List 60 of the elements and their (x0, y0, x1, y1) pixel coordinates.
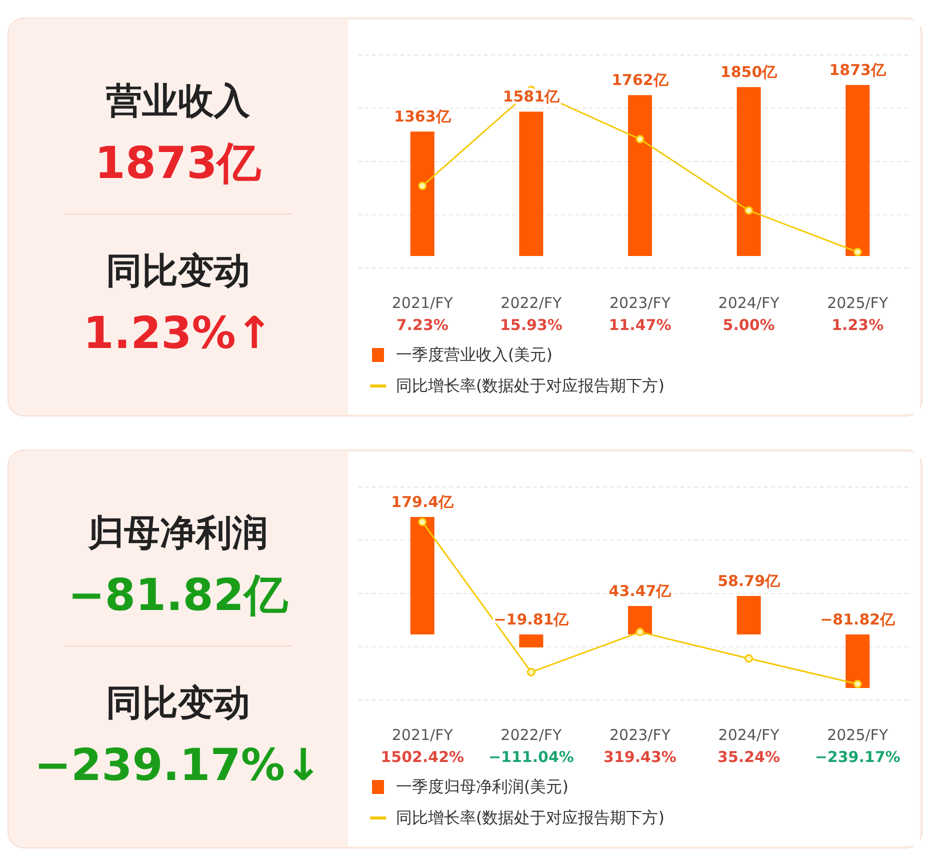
point (853, 248, 862, 256)
x-tick-label: 2023/FY (609, 294, 672, 312)
text: 归母净利润 (87, 513, 268, 554)
text: 同比变动 (106, 683, 250, 724)
data-label: 319.43% (604, 748, 676, 766)
data-label: 11.47% (608, 316, 672, 334)
point (636, 134, 644, 144)
point (418, 518, 427, 526)
point (636, 628, 644, 636)
legend-label: 同比增长率(数据处于对应报告期下方) (396, 808, 664, 827)
data-label: 5.00% (722, 316, 775, 334)
data-label: 1850亿 (720, 63, 778, 82)
data-label: 7.23% (396, 316, 448, 334)
text: 1.23%↑ (83, 308, 273, 359)
point (853, 680, 862, 688)
data-label: 43.47亿 (608, 582, 672, 600)
data-label: 58.79亿 (718, 572, 782, 590)
x-tick-label: 2022/FY (500, 726, 563, 744)
text: 营业收入 (106, 81, 251, 122)
text: 1873亿 (94, 138, 262, 189)
data-label: 179.4亿 (391, 493, 455, 511)
data-label: 35.24% (718, 748, 780, 766)
data-label: 1502.42% (380, 748, 464, 766)
x-tick-label: 2024/FY (718, 294, 780, 312)
bar (846, 85, 870, 256)
x-tick-label: 2023/FY (609, 726, 672, 744)
bar (519, 112, 544, 256)
data-label: −19.81亿 (494, 610, 570, 628)
data-label: −111.04% (488, 748, 574, 766)
bar (628, 95, 652, 256)
bar (410, 517, 434, 634)
point (418, 182, 427, 190)
point (744, 654, 754, 663)
x-tick-label: 2021/FY (392, 726, 454, 744)
data-label: 1762亿 (612, 71, 670, 90)
data-label: 15.93% (500, 316, 562, 334)
bar (628, 606, 652, 634)
legend-label: 一季度归母净利润(美元) (396, 777, 568, 796)
legend-label: 一季度营业收入(美元) (396, 345, 552, 364)
text: −81.82亿 (68, 570, 290, 621)
bar (736, 596, 761, 634)
text: −239.17%↓ (34, 740, 322, 791)
data-label: −81.82亿 (820, 610, 896, 628)
point (744, 206, 754, 215)
x-tick-label: 2025/FY (827, 294, 889, 312)
text: 同比变动 (106, 251, 250, 292)
data-label: −239.17% (814, 748, 900, 766)
x-tick-label: 2024/FY (718, 726, 780, 744)
bar (736, 87, 761, 256)
x-tick-label: 2025/FY (827, 726, 889, 744)
bar (410, 132, 434, 256)
x-tick-label: 2022/FY (500, 294, 563, 312)
bar (846, 634, 870, 688)
data-label: 1.23% (832, 316, 884, 334)
x-tick-label: 2021/FY (392, 294, 454, 312)
data-label: 1363亿 (394, 108, 452, 126)
point (526, 668, 536, 676)
legend-label: 同比增长率(数据处于对应报告期下方) (396, 376, 664, 395)
bar (519, 634, 544, 648)
data-label: 1873亿 (829, 61, 887, 79)
